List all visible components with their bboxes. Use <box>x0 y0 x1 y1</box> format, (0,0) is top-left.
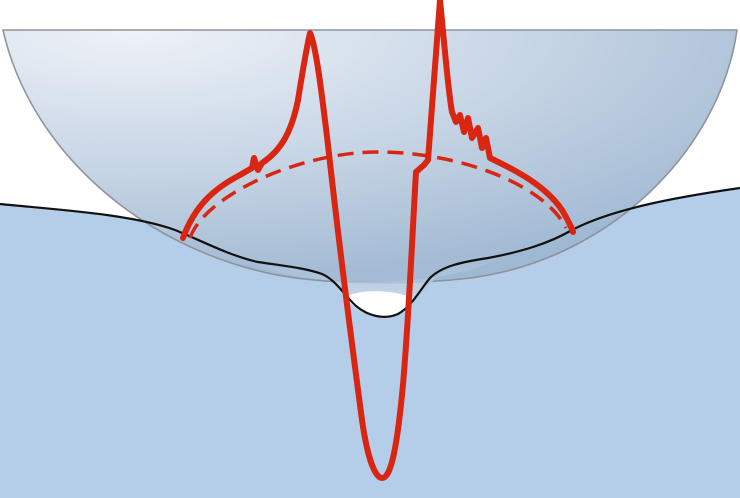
surface-line <box>0 186 740 318</box>
substrate <box>0 188 740 498</box>
pressure-profile-curve <box>180 0 576 481</box>
contact-ellipse-dashed <box>188 150 568 239</box>
contact-pocket-shade <box>250 258 500 298</box>
